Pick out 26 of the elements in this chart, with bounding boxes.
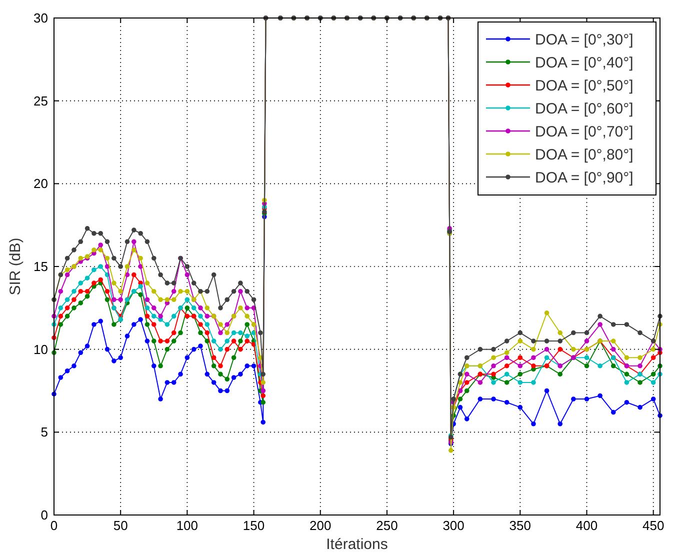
x-axis-title: Itérations [326,536,388,553]
y-tick-label: 30 [34,10,48,26]
x-tick-label: 0 [50,518,58,533]
y-tick-label: 15 [34,259,48,274]
y-tick-label: 10 [34,342,48,357]
x-tick-label: 450 [642,518,664,533]
x-tick-label: 250 [376,518,398,533]
y-tick-label: 0 [40,508,48,523]
y-axis-title: SIR (dB) [7,238,24,296]
x-tick-label: 50 [113,518,128,533]
legend-label: DOA = [0°,60°] [535,100,634,118]
y-tick-label: 5 [40,424,48,440]
legend-label: DOA = [0°,50°] [535,77,634,94]
legend-label: DOA = [0°,80°] [535,146,634,164]
x-tick-label: 400 [576,518,598,533]
y-tick-label: 25 [34,93,48,108]
x-tick-label: 200 [310,518,332,533]
legend-label: DOA = [0°,90°] [535,169,634,186]
x-tick-label: 150 [242,518,265,533]
legend-label: DOA = [0°,30°] [535,31,634,48]
legend-label: DOA = [0°,70°] [535,123,634,140]
legend-label: DOA = [0°,40°] [535,54,634,72]
x-tick-label: 300 [442,518,464,533]
y-tick-label: 20 [34,176,48,192]
x-tick-label: 350 [509,518,532,533]
x-tick-label: 100 [176,518,198,533]
